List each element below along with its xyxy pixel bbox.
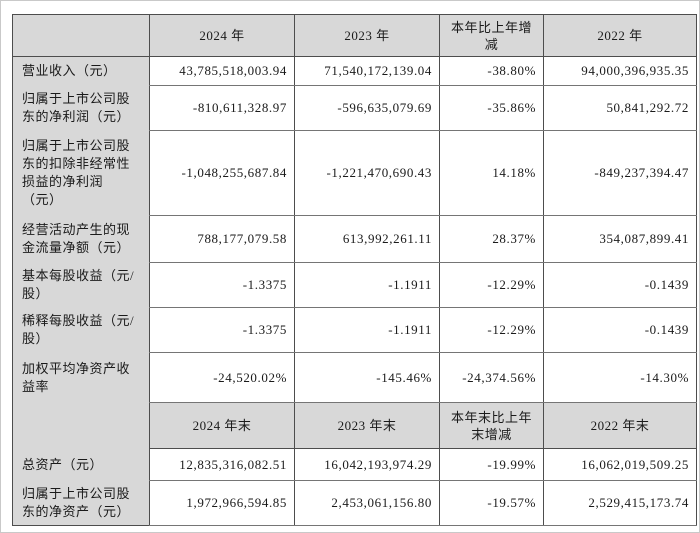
value-change: -19.99% (439, 448, 544, 481)
column-header-2024: 2024 年 (149, 14, 295, 57)
value-2024: -1.3375 (149, 262, 295, 308)
table-row-diluted-eps: 稀释每股收益（元/股） -1.3375 -1.1911 -12.29% -0.1… (12, 307, 697, 353)
value-2022: 94,000,396,935.35 (543, 56, 697, 86)
column-header-end-change: 本年末比上年末增减 (439, 402, 544, 449)
value-2023: -596,635,079.69 (294, 85, 440, 131)
value-2023: -1.1911 (294, 307, 440, 353)
table-row-weighted-avg-roe: 加权平均净资产收益率 -24,520.02% -145.46% -24,374.… (12, 352, 697, 403)
value-change: 28.37% (439, 215, 544, 263)
value-2024: 788,177,079.58 (149, 215, 295, 263)
value-2023: 613,992,261.11 (294, 215, 440, 263)
column-header-2023: 2023 年 (294, 14, 440, 57)
value-2024: 43,785,518,003.94 (149, 56, 295, 86)
column-header-change: 本年比上年增减 (439, 14, 544, 57)
row-label: 营业收入（元） (12, 56, 150, 86)
row-label: 归属于上市公司股东的扣除非经常性损益的净利润（元） (12, 130, 150, 216)
financial-summary-table: 2024 年 2023 年 本年比上年增减 2022 年 营业收入（元） 43,… (12, 14, 697, 526)
column-header-2023-end: 2023 年末 (294, 402, 440, 449)
value-2023: 16,042,193,974.29 (294, 448, 440, 481)
column-header-2022: 2022 年 (543, 14, 697, 57)
corner-cell (12, 402, 150, 449)
row-label: 总资产（元） (12, 448, 150, 481)
row-label: 归属于上市公司股东的净利润（元） (12, 85, 150, 131)
value-2022: 16,062,019,509.25 (543, 448, 697, 481)
value-change: -35.86% (439, 85, 544, 131)
row-label: 基本每股收益（元/股） (12, 262, 150, 308)
value-change: 14.18% (439, 130, 544, 216)
table-row-total-assets: 总资产（元） 12,835,316,082.51 16,042,193,974.… (12, 448, 697, 481)
value-2023: -145.46% (294, 352, 440, 403)
value-2022: 354,087,899.41 (543, 215, 697, 263)
table-row-net-profit-excl-nonrecurring: 归属于上市公司股东的扣除非经常性损益的净利润（元） -1,048,255,687… (12, 130, 697, 216)
row-label: 加权平均净资产收益率 (12, 352, 150, 403)
value-2022: -849,237,394.47 (543, 130, 697, 216)
row-label: 经营活动产生的现金流量净额（元） (12, 215, 150, 263)
value-2023: -1.1911 (294, 262, 440, 308)
value-2024: 12,835,316,082.51 (149, 448, 295, 481)
value-2024: -1.3375 (149, 307, 295, 353)
end-of-year-header-row: 2024 年末 2023 年末 本年末比上年末增减 2022 年末 (12, 402, 697, 449)
value-change: -12.29% (439, 262, 544, 308)
value-2022: -14.30% (543, 352, 697, 403)
value-2022: -0.1439 (543, 307, 697, 353)
table-row-net-assets: 归属于上市公司股东的净资产（元） 1,972,966,594.85 2,453,… (12, 480, 697, 526)
value-2023: -1,221,470,690.43 (294, 130, 440, 216)
row-label: 稀释每股收益（元/股） (12, 307, 150, 353)
value-2024: -1,048,255,687.84 (149, 130, 295, 216)
table-row-revenue: 营业收入（元） 43,785,518,003.94 71,540,172,139… (12, 56, 697, 86)
column-header-2024-end: 2024 年末 (149, 402, 295, 449)
value-2022: 50,841,292.72 (543, 85, 697, 131)
value-2022: -0.1439 (543, 262, 697, 308)
annual-header-row: 2024 年 2023 年 本年比上年增减 2022 年 (12, 14, 697, 57)
value-2023: 2,453,061,156.80 (294, 480, 440, 526)
corner-cell (12, 14, 150, 57)
value-2024: -24,520.02% (149, 352, 295, 403)
row-label: 归属于上市公司股东的净资产（元） (12, 480, 150, 525)
table-row-net-profit: 归属于上市公司股东的净利润（元） -810,611,328.97 -596,63… (12, 85, 697, 131)
value-2023: 71,540,172,139.04 (294, 56, 440, 86)
value-2024: 1,972,966,594.85 (149, 480, 295, 526)
value-2024: -810,611,328.97 (149, 85, 295, 131)
value-2022: 2,529,415,173.74 (543, 480, 697, 526)
value-change: -38.80% (439, 56, 544, 86)
value-change: -24,374.56% (439, 352, 544, 403)
table-row-operating-cash-flow: 经营活动产生的现金流量净额（元） 788,177,079.58 613,992,… (12, 215, 697, 263)
table-row-basic-eps: 基本每股收益（元/股） -1.3375 -1.1911 -12.29% -0.1… (12, 262, 697, 308)
column-header-2022-end: 2022 年末 (543, 402, 697, 449)
value-change: -19.57% (439, 480, 544, 526)
value-change: -12.29% (439, 307, 544, 353)
